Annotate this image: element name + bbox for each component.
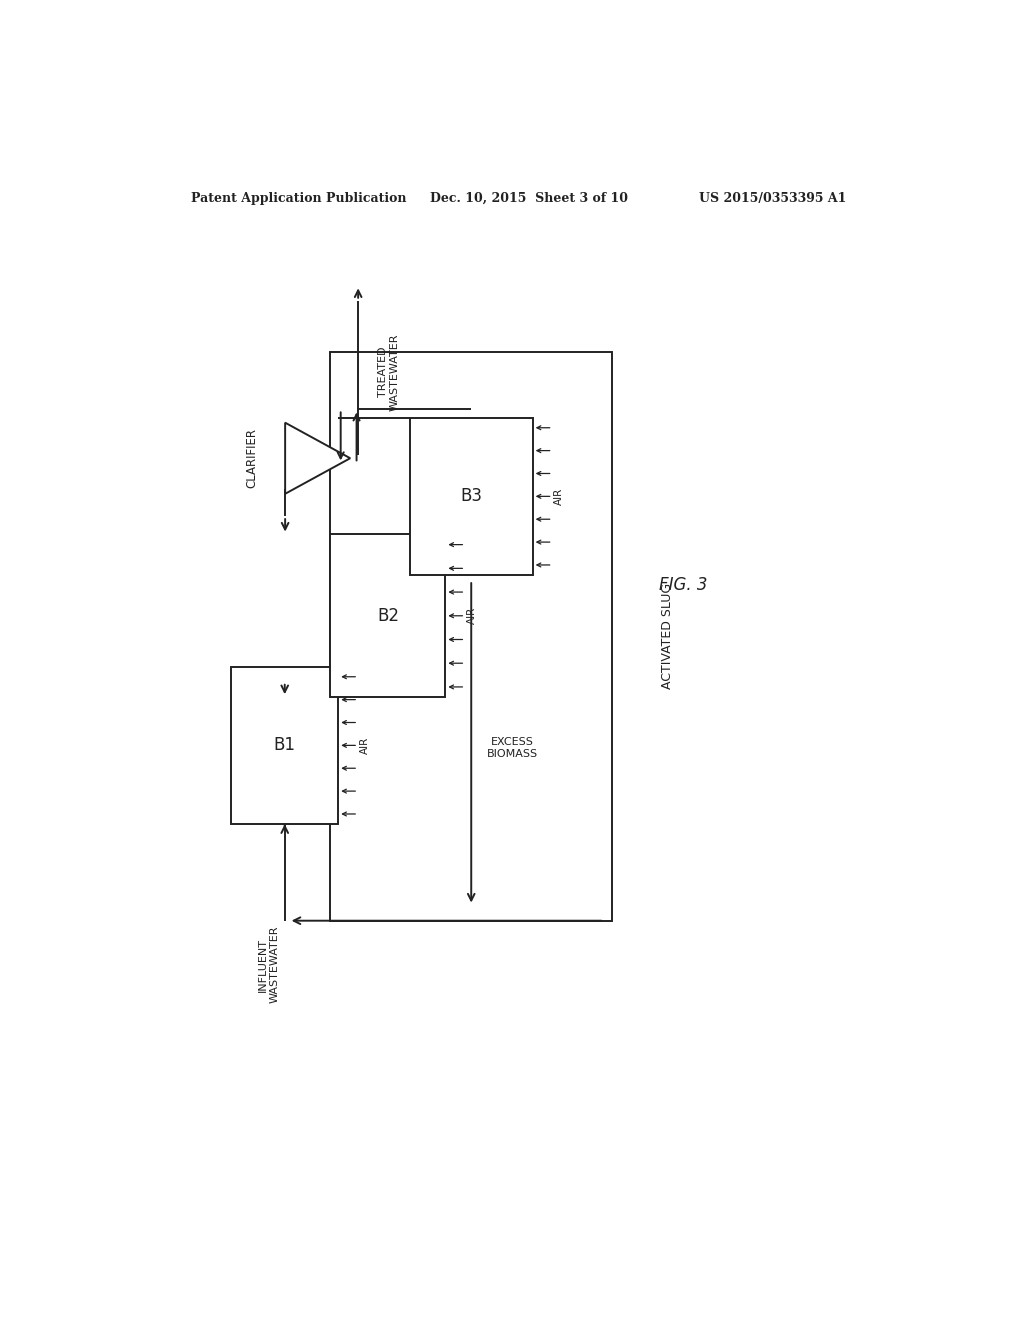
- Bar: [410, 417, 532, 576]
- Text: EXCESS
BIOMASS: EXCESS BIOMASS: [487, 737, 539, 759]
- Text: AIR: AIR: [554, 487, 564, 506]
- Text: INFLUENT
WASTEWATER: INFLUENT WASTEWATER: [258, 925, 280, 1003]
- Text: ACTIVATED SLUG: ACTIVATED SLUG: [662, 583, 674, 689]
- Text: CLARIFIER: CLARIFIER: [246, 428, 258, 488]
- Text: B2: B2: [377, 607, 399, 624]
- Polygon shape: [285, 422, 350, 494]
- Text: AIR: AIR: [467, 607, 476, 624]
- Bar: [331, 535, 445, 697]
- Text: FIG. 3: FIG. 3: [659, 577, 708, 594]
- Bar: [231, 667, 338, 824]
- Bar: [331, 351, 612, 921]
- Text: B3: B3: [460, 487, 482, 506]
- Text: B1: B1: [273, 737, 296, 754]
- Text: Dec. 10, 2015  Sheet 3 of 10: Dec. 10, 2015 Sheet 3 of 10: [430, 193, 628, 205]
- Text: AIR: AIR: [359, 737, 370, 754]
- Text: TREATED
WASTEWATER: TREATED WASTEWATER: [378, 333, 399, 411]
- Text: US 2015/0353395 A1: US 2015/0353395 A1: [699, 193, 847, 205]
- Text: Patent Application Publication: Patent Application Publication: [191, 193, 407, 205]
